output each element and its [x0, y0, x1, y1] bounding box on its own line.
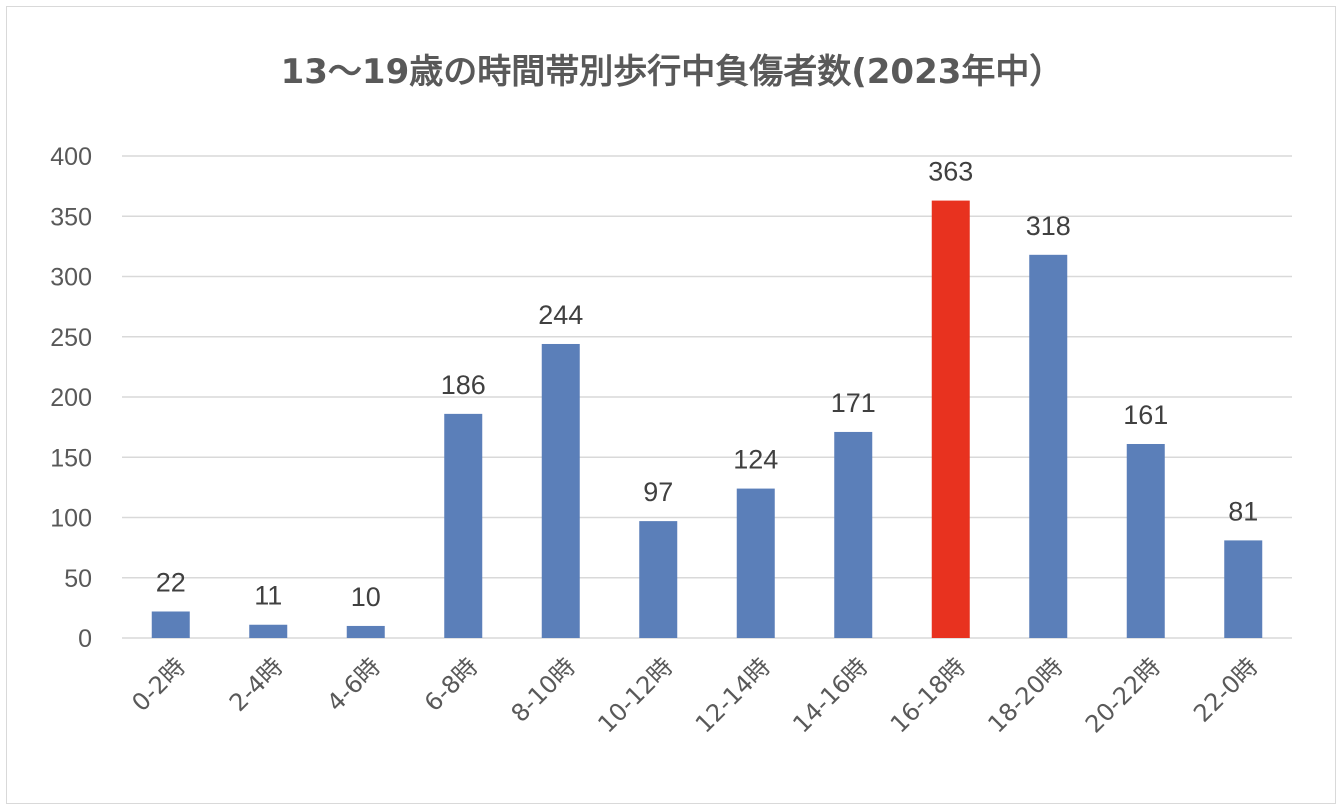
x-tick-label: 10-12時 [592, 652, 678, 738]
x-tick-label: 6-8時 [419, 652, 483, 716]
data-label: 186 [441, 370, 486, 400]
x-axis-labels: 0-2時 2-4時 4-6時 6-8時 8-10時 10-12時 12-14時 14-16時 1… [127, 652, 1264, 738]
y-tick-label: 100 [50, 505, 92, 533]
bars [151, 200, 1263, 638]
data-label: 10 [351, 582, 381, 612]
data-label: 22 [156, 567, 186, 597]
bar [1224, 540, 1263, 638]
x-tick-label: 16-18時 [885, 652, 971, 738]
y-tick-label: 400 [50, 143, 92, 171]
data-label: 244 [538, 300, 583, 330]
y-axis-ticks: 0 50 100 150 200 250 300 350 400 [50, 143, 92, 653]
data-label: 11 [254, 581, 282, 611]
data-label: 81 [1228, 496, 1258, 526]
x-tick-label: 0-2時 [127, 652, 191, 716]
data-label: 124 [733, 445, 778, 475]
bar [249, 624, 288, 638]
y-tick-label: 350 [50, 203, 92, 231]
x-tick-label: 4-6時 [322, 652, 386, 716]
data-label: 363 [928, 157, 973, 187]
data-labels: 22 11 10 186 244 97 124 171 363 318 161 81 [156, 157, 1259, 612]
y-tick-label: 0 [78, 625, 92, 653]
bar [1029, 254, 1068, 638]
x-tick-label: 20-22時 [1080, 652, 1166, 738]
x-tick-label: 12-14時 [690, 652, 776, 738]
bar [931, 200, 970, 638]
x-tick-label: 8-10時 [506, 652, 581, 727]
data-label: 318 [1026, 211, 1071, 241]
data-label: 97 [643, 477, 673, 507]
bar [639, 521, 678, 638]
bar [151, 611, 190, 638]
x-tick-label: 2-4時 [224, 652, 288, 716]
x-tick-label: 22-0時 [1188, 652, 1263, 727]
bar [736, 488, 775, 638]
y-tick-label: 300 [50, 264, 92, 292]
bar [444, 413, 483, 638]
gridlines [122, 155, 1292, 639]
y-tick-label: 50 [64, 565, 92, 593]
y-tick-label: 250 [50, 324, 92, 352]
data-label: 161 [1123, 400, 1168, 430]
bar [541, 343, 580, 638]
chart-title: 13～19歳の時間帯別歩行中負傷者数(2023年中） [280, 52, 1064, 92]
x-tick-label: 18-20時 [982, 652, 1068, 738]
chart-frame [6, 6, 1336, 804]
data-label: 171 [831, 388, 876, 418]
y-tick-label: 150 [50, 444, 92, 472]
bar [834, 431, 873, 638]
bar [346, 625, 385, 638]
y-tick-label: 200 [50, 384, 92, 412]
bar [1126, 443, 1165, 638]
x-tick-label: 14-16時 [787, 652, 873, 738]
